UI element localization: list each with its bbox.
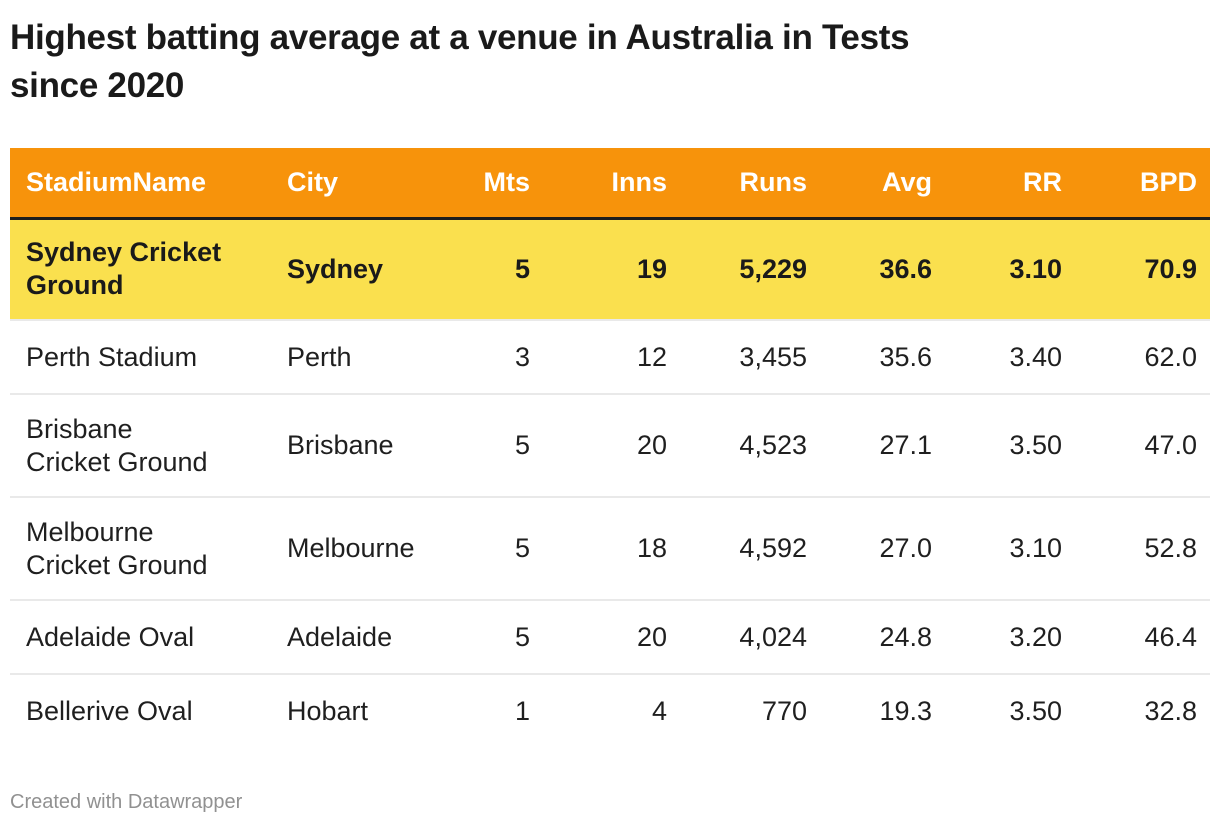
cell-rr: 3.50: [945, 394, 1075, 498]
header-row: StadiumName City Mts Inns Runs Avg RR BP…: [10, 148, 1210, 220]
column-header-avg: Avg: [820, 148, 945, 220]
cell-inns: 20: [543, 394, 680, 498]
cell-inns: 20: [543, 600, 680, 675]
cell-city: Perth: [277, 320, 435, 395]
cell-inns: 19: [543, 218, 680, 321]
cell-stadium: Sydney Cricket Ground: [10, 218, 277, 321]
cell-city: Sydney: [277, 218, 435, 321]
column-header-city: City: [277, 148, 435, 220]
cell-rr: 3.10: [945, 218, 1075, 321]
cell-avg: 36.6: [820, 218, 945, 321]
table-row-bellerive-oval: Bellerive Oval Hobart 1 4 770 19.3 3.50 …: [10, 674, 1210, 748]
cell-avg: 27.0: [820, 497, 945, 601]
cell-mts: 5: [435, 600, 543, 675]
cell-rr: 3.50: [1009, 696, 1062, 726]
column-header-runs: Runs: [680, 148, 820, 220]
table-row-melbourne-cricket-ground: Melbourne Cricket Ground Melbourne 5 18 …: [10, 497, 1210, 601]
cell-city: Brisbane: [277, 394, 435, 498]
cell-stadium: Bellerive Oval: [26, 696, 193, 726]
cell-runs: 4,592: [680, 497, 820, 601]
cell-rr: 3.20: [945, 600, 1075, 675]
cell-runs: 4,523: [680, 394, 820, 498]
cell-bpd: 32.8: [1144, 696, 1197, 726]
table-row-brisbane-cricket-ground: Brisbane Cricket Ground Brisbane 5 20 4,…: [10, 394, 1210, 498]
cell-avg: 19.3: [879, 696, 932, 726]
column-header-stadiumname: StadiumName: [10, 148, 277, 220]
cell-avg: 24.8: [820, 600, 945, 675]
column-header-inns: Inns: [543, 148, 680, 220]
cell-bpd: 47.0: [1075, 394, 1210, 498]
cell-stadium: Brisbane Cricket Ground: [10, 394, 277, 498]
column-header-bpd: BPD: [1075, 148, 1210, 220]
cell-mts: 5: [435, 497, 543, 601]
cell-stadium: Perth Stadium: [10, 320, 277, 395]
cell-runs: 4,024: [680, 600, 820, 675]
cell-rr: 3.10: [945, 497, 1075, 601]
cell-mts: 3: [435, 320, 543, 395]
cell-rr: 3.40: [945, 320, 1075, 395]
cell-city: Melbourne: [277, 497, 435, 601]
cell-city: Adelaide: [277, 600, 435, 675]
cell-stadium: Adelaide Oval: [10, 600, 277, 675]
cell-bpd: 52.8: [1075, 497, 1210, 601]
cell-avg: 35.6: [820, 320, 945, 395]
cell-inns: 4: [651, 696, 667, 726]
table-body: Sydney Cricket Ground Sydney 5 19 5,229 …: [10, 218, 1210, 748]
cell-inns: 12: [543, 320, 680, 395]
cell-mts: 5: [435, 218, 543, 321]
chart-title: Highest batting average at a venue in Au…: [10, 18, 910, 105]
table-row-sydney-cricket-ground: Sydney Cricket Ground Sydney 5 19 5,229 …: [10, 218, 1210, 321]
cell-runs: 3,455: [680, 320, 820, 395]
cell-bpd: 46.4: [1075, 600, 1210, 675]
cell-city: Hobart: [287, 696, 369, 726]
column-header-mts: Mts: [435, 148, 543, 220]
cell-bpd: 70.9: [1075, 218, 1210, 321]
table-header: StadiumName City Mts Inns Runs Avg RR BP…: [10, 148, 1210, 220]
cell-runs: 5,229: [680, 218, 820, 321]
cell-runs: 770: [761, 696, 807, 726]
table-row-perth-stadium: Perth Stadium Perth 3 12 3,455 35.6 3.40…: [10, 320, 1210, 395]
cell-inns: 18: [543, 497, 680, 601]
cell-mts: 5: [435, 394, 543, 498]
column-header-rr: RR: [945, 148, 1075, 220]
stats-table: StadiumName City Mts Inns Runs Avg RR BP…: [10, 148, 1210, 748]
cell-bpd: 62.0: [1075, 320, 1210, 395]
chart-container: Highest batting average at a venue in Au…: [0, 14, 1220, 814]
cell-stadium: Melbourne Cricket Ground: [10, 497, 277, 601]
cell-mts: 1: [514, 696, 530, 726]
cell-avg: 27.1: [820, 394, 945, 498]
table-row-adelaide-oval: Adelaide Oval Adelaide 5 20 4,024 24.8 3…: [10, 600, 1210, 675]
attribution-text: Created with Datawrapper: [10, 791, 243, 813]
